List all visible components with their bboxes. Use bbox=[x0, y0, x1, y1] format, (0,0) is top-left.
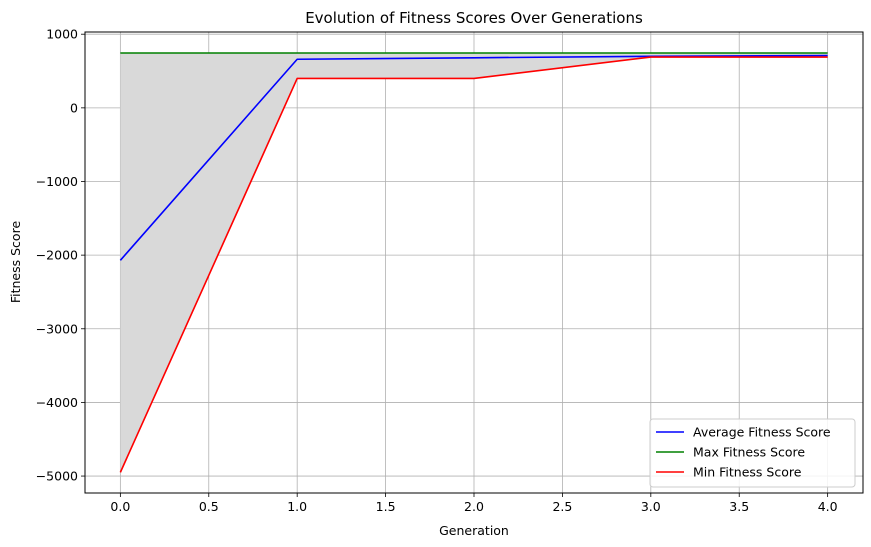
x-tick-label: 1.0 bbox=[287, 499, 307, 514]
y-axis-ticks: 1000 0 −1000 −2000 −3000 −4000 −5000 bbox=[36, 27, 85, 484]
fill-between-area bbox=[120, 52, 828, 473]
fill-between-polygon bbox=[120, 52, 828, 473]
x-tick-label: 3.5 bbox=[729, 499, 749, 514]
chart-title: Evolution of Fitness Scores Over Generat… bbox=[305, 9, 643, 27]
y-tick-label: −3000 bbox=[36, 321, 78, 336]
y-tick-label: −5000 bbox=[36, 469, 78, 484]
legend-box bbox=[649, 418, 856, 488]
y-tick-label: −4000 bbox=[36, 395, 78, 410]
legend-entry: Average Fitness Score bbox=[693, 425, 831, 440]
y-tick-label: −1000 bbox=[36, 174, 78, 189]
x-tick-label: 1.5 bbox=[376, 499, 396, 514]
legend: Average Fitness Score Max Fitness Score Mi… bbox=[649, 418, 856, 488]
x-tick-label: 0.5 bbox=[199, 499, 219, 514]
x-tick-label: 0.0 bbox=[110, 499, 130, 514]
series-line-0 bbox=[119, 54, 828, 261]
x-tick-label: 2.5 bbox=[552, 499, 572, 514]
y-tick-label: −2000 bbox=[36, 248, 78, 263]
x-axis-ticks: 0.0 0.5 1.0 1.5 2.0 2.5 3.0 3.5 4.0 bbox=[110, 493, 838, 514]
x-axis-label: Generation bbox=[439, 523, 509, 538]
legend-entry: Min Fitness Score bbox=[693, 465, 802, 480]
x-tick-label: 3.0 bbox=[641, 499, 661, 514]
y-tick-label: 0 bbox=[70, 100, 78, 115]
x-tick-label: 4.0 bbox=[818, 499, 838, 514]
legend-entry: Max Fitness Score bbox=[693, 445, 805, 460]
x-tick-label: 2.0 bbox=[464, 499, 484, 514]
series-line-2 bbox=[119, 56, 828, 473]
series-lines bbox=[119, 52, 828, 473]
y-axis-label: Fitness Score bbox=[8, 221, 23, 304]
y-tick-label: 1000 bbox=[46, 27, 78, 42]
